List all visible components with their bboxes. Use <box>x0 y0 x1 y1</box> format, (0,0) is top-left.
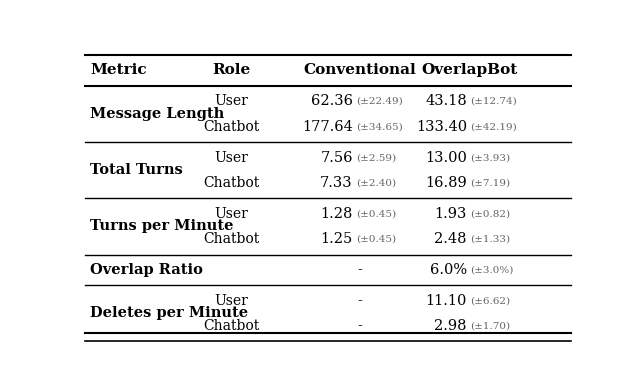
Text: 177.64: 177.64 <box>302 120 353 134</box>
Text: Conventional: Conventional <box>304 63 417 78</box>
Text: -: - <box>358 263 363 277</box>
Text: (±0.45): (±0.45) <box>356 235 396 244</box>
Text: (±2.40): (±2.40) <box>356 179 396 187</box>
Text: 2.98: 2.98 <box>435 319 467 333</box>
Text: 16.89: 16.89 <box>425 176 467 190</box>
Text: (±12.74): (±12.74) <box>470 97 517 106</box>
Text: 1.28: 1.28 <box>321 207 353 221</box>
Text: 11.10: 11.10 <box>426 294 467 308</box>
Text: 43.18: 43.18 <box>425 94 467 108</box>
Text: OverlapBot: OverlapBot <box>421 63 518 78</box>
Text: (±1.70): (±1.70) <box>470 321 511 331</box>
Text: 62.36: 62.36 <box>311 94 353 108</box>
Text: (±42.19): (±42.19) <box>470 122 517 131</box>
Text: 6.0%: 6.0% <box>429 263 467 277</box>
Text: 2.48: 2.48 <box>435 232 467 246</box>
Text: 1.25: 1.25 <box>321 232 353 246</box>
Text: Chatbot: Chatbot <box>203 319 259 333</box>
Text: Chatbot: Chatbot <box>203 176 259 190</box>
Text: (±1.33): (±1.33) <box>470 235 511 244</box>
Text: 1.93: 1.93 <box>435 207 467 221</box>
Text: Total Turns: Total Turns <box>90 163 182 177</box>
Text: Role: Role <box>212 63 250 78</box>
Text: Turns per Minute: Turns per Minute <box>90 219 234 233</box>
Text: 133.40: 133.40 <box>416 120 467 134</box>
Text: Deletes per Minute: Deletes per Minute <box>90 306 248 320</box>
Text: User: User <box>214 94 248 108</box>
Text: 7.33: 7.33 <box>320 176 353 190</box>
Text: (±0.45): (±0.45) <box>356 209 396 218</box>
Text: User: User <box>214 294 248 308</box>
Text: (±34.65): (±34.65) <box>356 122 403 131</box>
Text: Chatbot: Chatbot <box>203 120 259 134</box>
Text: 13.00: 13.00 <box>425 151 467 165</box>
Text: (±0.82): (±0.82) <box>470 209 511 218</box>
Text: -: - <box>358 319 363 333</box>
Text: User: User <box>214 151 248 165</box>
Text: (±6.62): (±6.62) <box>470 296 511 305</box>
Text: (±3.0%): (±3.0%) <box>470 265 514 275</box>
Text: Message Length: Message Length <box>90 107 224 121</box>
Text: (±2.59): (±2.59) <box>356 153 396 162</box>
Text: (±3.93): (±3.93) <box>470 153 511 162</box>
Text: (±7.19): (±7.19) <box>470 179 511 187</box>
Text: User: User <box>214 207 248 221</box>
Text: Overlap Ratio: Overlap Ratio <box>90 263 203 277</box>
Text: Metric: Metric <box>90 63 147 78</box>
Text: 7.56: 7.56 <box>320 151 353 165</box>
Text: -: - <box>358 294 363 308</box>
Text: Chatbot: Chatbot <box>203 232 259 246</box>
Text: (±22.49): (±22.49) <box>356 97 403 106</box>
